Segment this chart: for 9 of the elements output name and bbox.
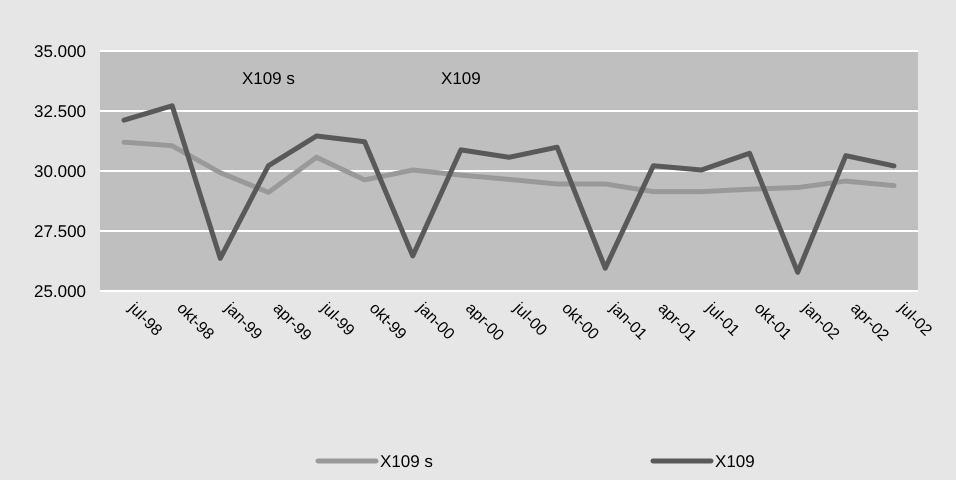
y-tick-label: 27.500 [34,222,86,241]
annotation: X109 [441,69,481,88]
y-tick-label: 30.000 [34,162,86,181]
legend-label: X109 [715,452,755,471]
y-tick-label: 32.500 [34,102,86,121]
y-tick-label: 25.000 [34,282,86,301]
annotation: X109 s [242,69,295,88]
legend-label: X109 s [380,452,433,471]
y-tick-label: 35.000 [34,42,86,61]
